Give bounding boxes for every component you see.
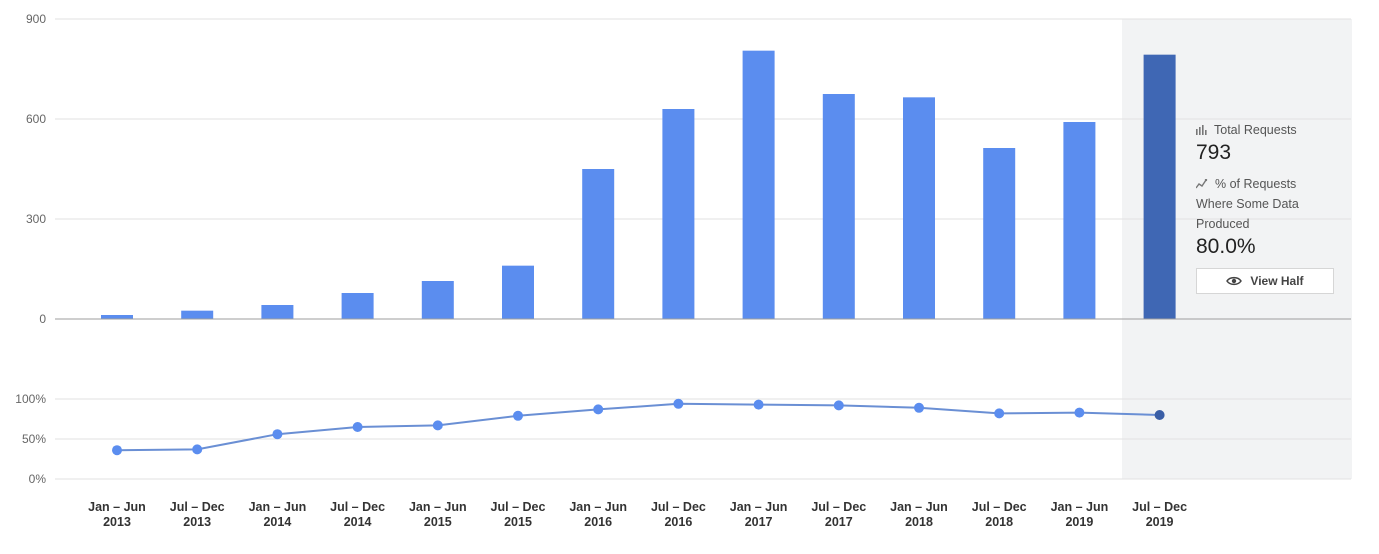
- x-tick-label: Jan – Jun 2019: [1051, 500, 1109, 529]
- line-point: [753, 399, 764, 410]
- bar: [903, 97, 935, 319]
- bar-y-tick-label: 0: [39, 312, 46, 326]
- total-requests-label-row: Total Requests: [1196, 120, 1346, 140]
- line-point: [593, 404, 604, 415]
- line-point: [833, 400, 844, 411]
- x-tick-label: Jan – Jun 2018: [890, 500, 948, 529]
- x-tick-label: Jan – Jun 2014: [249, 500, 307, 529]
- pct-line: [116, 402, 1160, 452]
- bar: [1143, 54, 1176, 320]
- line-point: [352, 422, 363, 432]
- bar: [181, 310, 214, 319]
- line-point: [673, 398, 684, 409]
- x-tick-label: Jul – Dec 2015: [491, 500, 546, 529]
- bar: [421, 281, 454, 319]
- line-chart-icon: [1196, 179, 1208, 189]
- bar: [582, 169, 615, 319]
- total-requests-value: 793: [1196, 141, 1232, 164]
- x-tick-label: Jan – Jun 2016: [569, 500, 627, 529]
- line-point: [1074, 407, 1085, 418]
- pct-requests-label-line1: % of Requests: [1215, 177, 1297, 191]
- total-requests-label: Total Requests: [1214, 123, 1297, 137]
- bar: [822, 94, 855, 319]
- line-point: [1154, 410, 1165, 420]
- line-point: [112, 445, 122, 456]
- tooltip-panel: Total Requests 793 % of Requests Where S…: [1196, 120, 1346, 294]
- bar-y-tick-label: 900: [26, 12, 46, 26]
- x-tick-label: Jul – Dec 2019: [1132, 500, 1187, 529]
- bar-y-tick-label: 600: [26, 112, 46, 126]
- line-point: [513, 410, 523, 421]
- bar: [662, 109, 695, 319]
- view-half-button[interactable]: View Half: [1196, 268, 1334, 294]
- line-point: [994, 408, 1005, 419]
- x-tick-label: Jan – Jun 2013: [88, 500, 146, 529]
- line-y-tick-label: 50%: [22, 432, 46, 446]
- x-tick-label: Jul – Dec 2018: [972, 500, 1027, 529]
- pct-requests-value: 80.0%: [1196, 235, 1256, 258]
- line-y-tick-label: 0%: [29, 472, 47, 486]
- bar: [1063, 122, 1096, 319]
- x-tick-label: Jul – Dec 2014: [330, 500, 385, 529]
- x-tick-label: Jul – Dec 2016: [651, 500, 706, 529]
- x-tick-label: Jan – Jun 2017: [730, 500, 788, 529]
- pct-requests-label-row: % of Requests: [1196, 174, 1346, 194]
- eye-icon: [1226, 276, 1243, 286]
- view-half-label: View Half: [1250, 274, 1304, 288]
- x-tick-label: Jan – Jun 2015: [409, 500, 467, 529]
- bar: [502, 265, 534, 319]
- x-tick-label: Jul – Dec 2013: [170, 500, 225, 529]
- line-point: [272, 429, 283, 440]
- bar: [341, 293, 374, 319]
- bar: [983, 148, 1016, 319]
- bar-y-tick-label: 300: [26, 212, 46, 226]
- pct-requests-label-line2: Where Some Data Produced: [1196, 197, 1299, 231]
- bar-chart-icon: [1196, 125, 1207, 135]
- line-point: [432, 420, 443, 431]
- line-point: [192, 444, 203, 455]
- bar: [261, 305, 294, 319]
- bar: [742, 50, 775, 320]
- bar: [101, 315, 133, 319]
- x-tick-label: Jul – Dec 2017: [811, 500, 866, 529]
- line-point: [914, 402, 924, 413]
- line-y-tick-label: 100%: [15, 392, 46, 406]
